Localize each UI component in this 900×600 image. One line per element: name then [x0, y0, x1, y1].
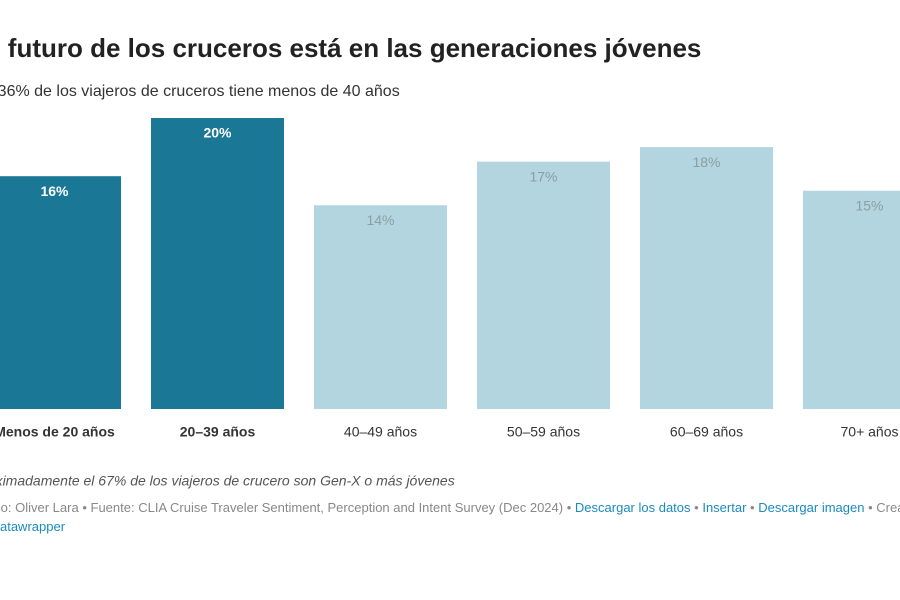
link[interactable]: Insertar	[702, 500, 747, 515]
value-label: 18%	[692, 154, 720, 170]
x-tick-label: Menos de 20 años	[0, 424, 115, 440]
created: Creado con	[876, 500, 900, 515]
x-tick-label: 40–49 años	[344, 424, 417, 440]
separator: •	[750, 500, 755, 515]
link[interactable]: Descargar imagen	[758, 500, 865, 515]
bar	[640, 147, 773, 409]
x-tick-label: 60–69 años	[670, 424, 743, 440]
footer: Gráfico: Oliver Lara • Fuente: CLIA Crui…	[0, 498, 900, 536]
chart-note: Aproximadamente el 67% de los viajeros d…	[0, 473, 455, 489]
bar	[151, 118, 284, 409]
bar	[314, 205, 447, 409]
chart-title: El futuro de los cruceros está en las ge…	[0, 33, 701, 63]
x-tick-label: 70+ años	[841, 424, 899, 440]
tool-link[interactable]: Datawrapper	[0, 519, 66, 534]
separator: •	[82, 500, 87, 515]
value-label: 16%	[40, 183, 69, 199]
value-label: 20%	[203, 125, 232, 141]
x-tick-label: 20–39 años	[180, 424, 256, 440]
separator: •	[694, 500, 699, 515]
bar	[477, 161, 610, 409]
separator: •	[868, 500, 873, 515]
bar	[803, 190, 900, 409]
source: Fuente: CLIA Cruise Traveler Sentiment, …	[90, 500, 564, 515]
bar	[0, 176, 121, 409]
value-label: 15%	[855, 197, 883, 213]
value-label: 17%	[529, 168, 557, 184]
separator: •	[566, 500, 572, 515]
link[interactable]: Descargar los datos	[574, 500, 691, 515]
x-tick-label: 50–59 años	[507, 424, 580, 440]
value-label: 14%	[366, 212, 394, 228]
credit: Gráfico: Oliver Lara	[0, 500, 79, 515]
chart-subtitle: El 36% de los viajeros de cruceros tiene…	[0, 83, 400, 100]
